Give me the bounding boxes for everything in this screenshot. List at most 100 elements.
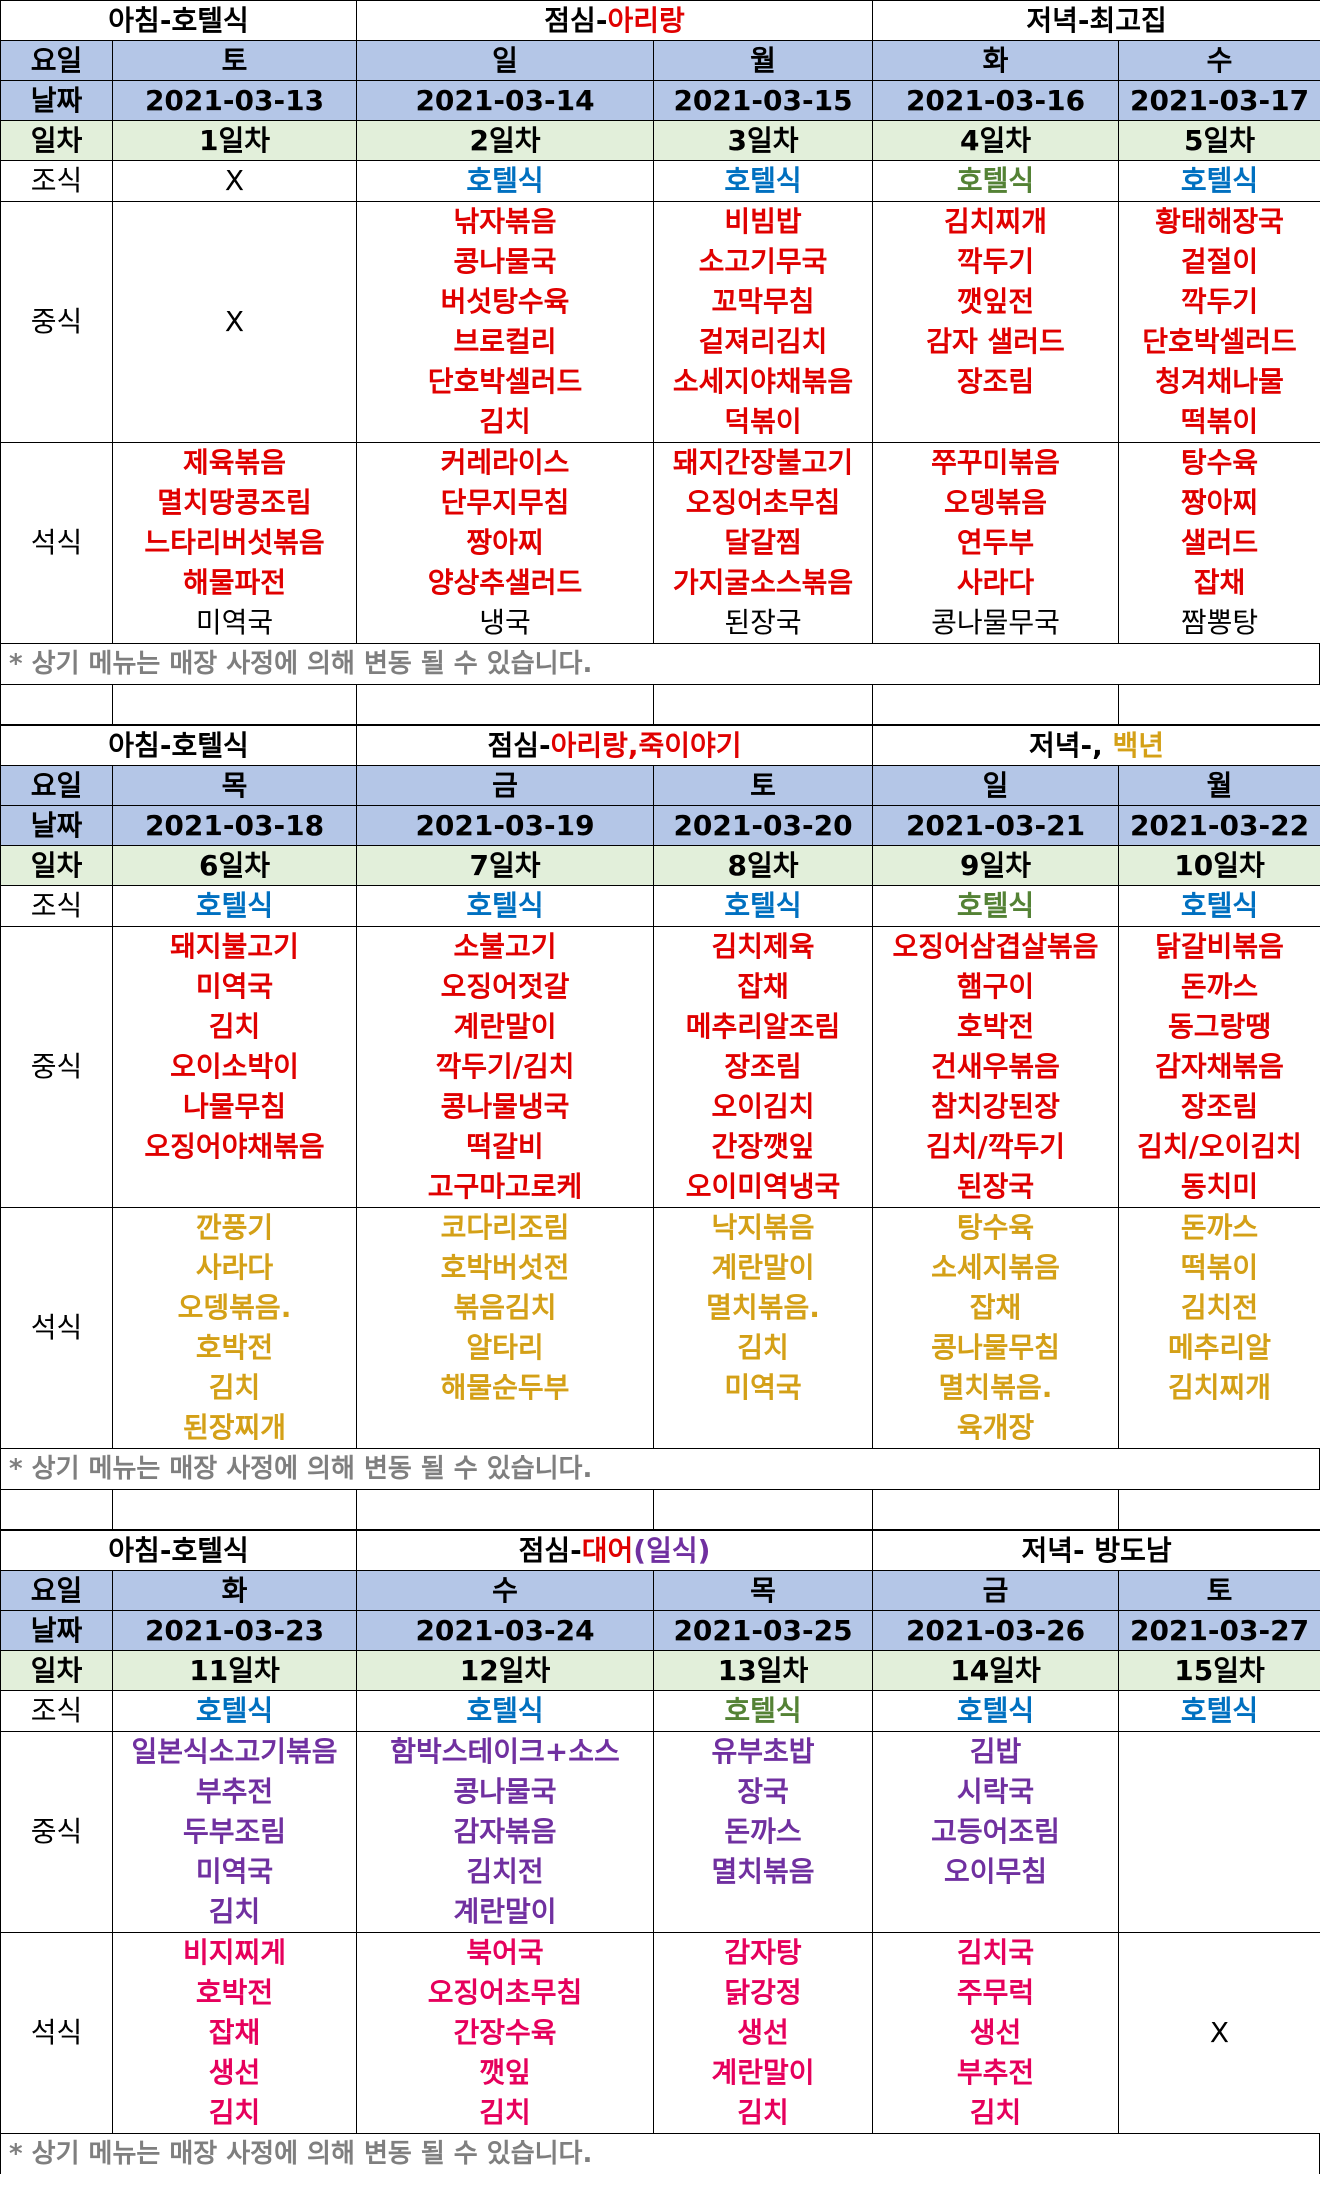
dinner-item: 멸치볶음. xyxy=(706,1291,820,1324)
breakfast-place-title: 아침-호텔식 xyxy=(0,1530,358,1571)
lunch-cell: 오징어삼겹살볶음 햄구이 호박전 건새우볶음 참치강된장 김치/깍두기 된장국 xyxy=(872,926,1120,1208)
lunch-item: 간장깻잎 xyxy=(711,1130,815,1163)
lunch-item: 미역국 xyxy=(195,970,274,1003)
lunch-cell: 황태해장국 겉절이 깍두기 단호박셀러드 청겨채나물 떡볶이 xyxy=(1118,201,1320,443)
lunch-item xyxy=(874,402,1118,442)
dinner-item: 소세지볶음 xyxy=(931,1251,1060,1284)
day-cell: 토 xyxy=(1118,1570,1320,1611)
dinner-item: 돈까스 xyxy=(1180,1211,1259,1244)
lunch-item: 된장국 xyxy=(956,1170,1035,1203)
dinner-item: 김치 xyxy=(479,2096,531,2129)
lunch-item: 김치/깍두기 xyxy=(926,1130,1066,1163)
lunch-item: 오징어젓갈 xyxy=(440,970,570,1003)
day-cell: 화 xyxy=(111,1570,358,1611)
dinner-item: 김치 xyxy=(208,1371,261,1404)
lunch-item: 장조림 xyxy=(1180,1090,1259,1123)
breakfast-item: 호텔식 xyxy=(1180,889,1259,922)
nth-cell: 3일차 xyxy=(653,120,874,161)
nth-cell: 1일차 xyxy=(111,120,358,161)
dinner-cell: 탕수육 소세지볶음 잡채 콩나물무침 멸치볶음. 육개장 xyxy=(872,1207,1120,1449)
lunch-item: 장조림 xyxy=(956,365,1035,398)
day-cell: 월 xyxy=(1118,765,1320,806)
breakfast-cell: 호텔식 xyxy=(111,1690,358,1732)
breakfast-cell: 호텔식 xyxy=(653,885,874,927)
lunch-item: 부추전 xyxy=(195,1775,274,1808)
day-cell: 수 xyxy=(356,1570,655,1611)
dinner-item: 해물파전 xyxy=(182,566,287,599)
lunch-item: 김치 xyxy=(208,1010,261,1043)
dinner-item: 된장찌개 xyxy=(182,1411,287,1444)
day-cell: 금 xyxy=(872,1570,1120,1611)
lunch-label: 중식 xyxy=(0,1731,113,1933)
lunch-item: 미역국 xyxy=(195,1855,274,1888)
dinner-item: 콩나물무침 xyxy=(931,1331,1060,1364)
lunch-item: 김치전 xyxy=(466,1855,544,1888)
day-label: 요일 xyxy=(0,1570,113,1611)
breakfast-item: 호텔식 xyxy=(956,889,1035,922)
lunch-item: 잡채 xyxy=(737,970,789,1003)
dinner-item: 오뎅볶음 xyxy=(943,486,1048,519)
nth-label: 일차 xyxy=(0,1650,113,1691)
lunch-item: 계란말이 xyxy=(453,1895,557,1928)
date-cell: 2021-03-27 xyxy=(1118,1610,1320,1651)
lunch-prefix: 점심- xyxy=(518,1533,582,1567)
lunch-cell: 소불고기 오징어젓갈 계란말이 깍두기/김치 콩나물냉국 떡갈비 고구마고로케 xyxy=(356,926,655,1208)
lunch-item: 감자볶음 xyxy=(453,1815,557,1848)
lunch-cell: X xyxy=(111,201,358,443)
dinner-place-title: 저녁-, 백년 xyxy=(872,725,1320,766)
breakfast-cell: 호텔식 xyxy=(653,160,874,202)
dinner-cell: 탕수육 짱아찌 샐러드 잡채 짬뽕탕 xyxy=(1118,442,1320,644)
date-cell: 2021-03-18 xyxy=(111,805,358,846)
week-table-2: 아침-호텔식 점심-아리랑,죽이야기 저녁-, 백년 요일 목 금 토 일 월 날짜 2021-03… xyxy=(0,725,1320,1449)
dinner-cell: 낙지볶음 계란말이 멸치볶음. 김치 미역국 xyxy=(653,1207,874,1449)
dinner-item: 짱아찌 xyxy=(466,526,544,559)
lunch-item: 오징어삼겹살볶음 xyxy=(892,930,1099,963)
lunch-item: 비빔밥 xyxy=(724,205,802,238)
lunch-item xyxy=(1120,1892,1320,1932)
lunch-place-suffix: (일식) xyxy=(633,1533,711,1567)
lunch-place-title: 점심-아리랑 xyxy=(356,0,874,41)
day-cell: 목 xyxy=(653,1570,874,1611)
lunch-item: 콩나물국 xyxy=(453,245,557,278)
dinner-item: 김치 xyxy=(737,2096,789,2129)
dinner-item: 멸치볶음. xyxy=(938,1371,1053,1404)
dinner-item: 깐풍기 xyxy=(195,1211,274,1244)
breakfast-cell: 호텔식 xyxy=(1118,160,1320,202)
lunch-item: 김밥 xyxy=(969,1735,1022,1768)
breakfast-cell: 호텔식 xyxy=(1118,1690,1320,1732)
dinner-item: 주무럭 xyxy=(956,1976,1035,2009)
lunch-item: 참치강된장 xyxy=(931,1090,1060,1123)
lunch-place-title: 점심-대어(일식) xyxy=(356,1530,874,1571)
nth-cell: 6일차 xyxy=(111,845,358,886)
day-cell: 수 xyxy=(1118,40,1320,81)
lunch-place-name: 대어 xyxy=(581,1533,634,1567)
dinner-item: 양상추샐러드 xyxy=(427,566,583,599)
lunch-item: 유부초밥 xyxy=(711,1735,815,1768)
breakfast-place-title: 아침-호텔식 xyxy=(0,725,358,766)
dinner-item: 비지찌게 xyxy=(182,1936,287,1969)
date-cell: 2021-03-20 xyxy=(653,805,874,846)
lunch-item xyxy=(114,1167,356,1207)
lunch-item: 동치미 xyxy=(1180,1170,1259,1203)
dinner-item: 사라다 xyxy=(195,1251,274,1284)
date-label: 날짜 xyxy=(0,80,113,121)
lunch-item: 두부조림 xyxy=(182,1815,287,1848)
date-cell: 2021-03-22 xyxy=(1118,805,1320,846)
date-cell: 2021-03-24 xyxy=(356,1610,655,1651)
lunch-item xyxy=(1120,1852,1320,1892)
lunch-item: 장조림 xyxy=(724,1050,802,1083)
dinner-item: 오징어초무침 xyxy=(427,1976,583,2009)
dinner-item: 북어국 xyxy=(466,1936,544,1969)
lunch-item: 돼지불고기 xyxy=(170,930,299,963)
breakfast-item: 호텔식 xyxy=(466,1694,544,1727)
lunch-item: 닭갈비볶음 xyxy=(1155,930,1284,963)
dinner-item: 김치국 xyxy=(956,1936,1035,1969)
breakfast-cell: X xyxy=(111,160,358,202)
dinner-soup: 콩나물무국 xyxy=(931,606,1060,639)
lunch-item xyxy=(1120,1772,1320,1812)
lunch-item xyxy=(874,1892,1118,1932)
lunch-item: 김치 xyxy=(208,1895,261,1928)
date-cell: 2021-03-14 xyxy=(356,80,655,121)
spacer-row xyxy=(0,684,1320,725)
breakfast-cell: 호텔식 xyxy=(872,885,1120,927)
